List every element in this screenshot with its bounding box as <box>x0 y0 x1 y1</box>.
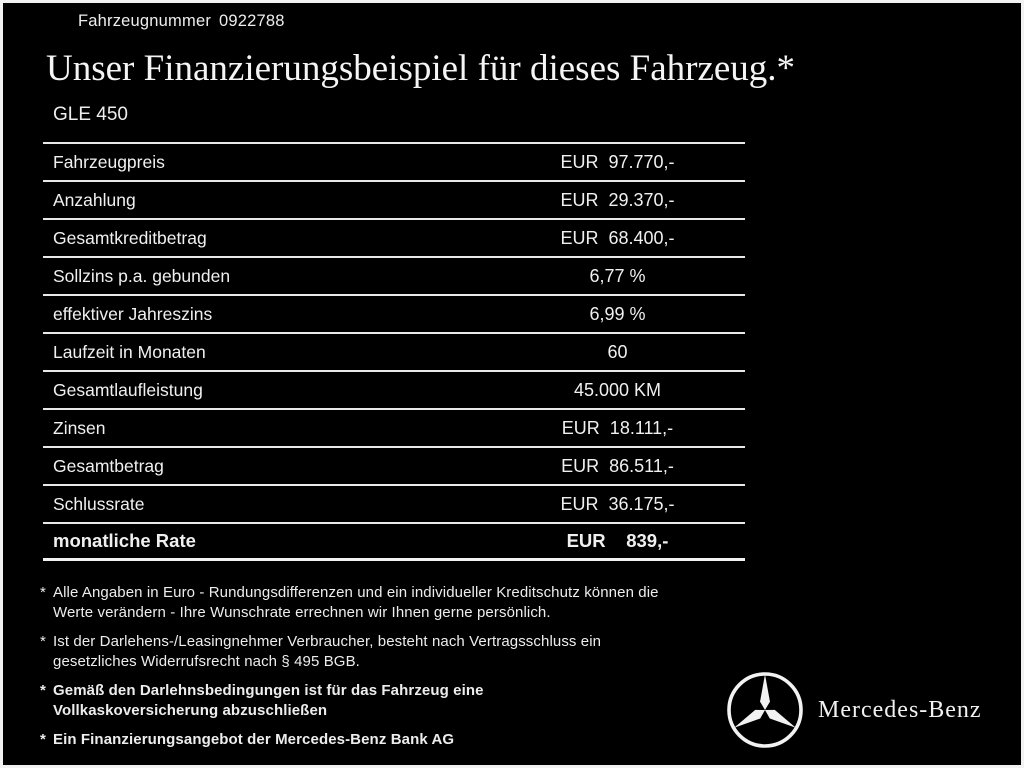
row-label: Gesamtkreditbetrag <box>53 227 207 248</box>
row-value: EUR 97.770,- <box>560 151 675 172</box>
footnote-marker: * <box>40 731 46 748</box>
row-label: Sollzins p.a. gebunden <box>53 265 231 286</box>
table-row: Laufzeit in Monaten 60 <box>43 332 745 370</box>
table-row: Gesamtbetrag EUR 86.511,- <box>43 446 745 484</box>
page-title: Unser Finanzierungsbeispiel für dieses F… <box>46 48 796 89</box>
row-value: EUR 68.400,- <box>560 227 675 248</box>
footnote-text: Gemäß den Darlehnsbedingungen ist für da… <box>53 682 484 719</box>
row-label: Gesamtbetrag <box>53 455 164 476</box>
footnote-text: Ist der Darlehens-/Leasingnehmer Verbrau… <box>53 633 602 670</box>
row-label: Fahrzeugpreis <box>53 151 165 172</box>
row-value: 6,99 % <box>589 303 646 324</box>
table-row: Gesamtkreditbetrag EUR 68.400,- <box>43 218 745 256</box>
footnote: * Gemäß den Darlehnsbedingungen ist für … <box>40 681 740 721</box>
row-value: EUR 18.111,- <box>561 417 674 438</box>
table-row: effektiver Jahreszins 6,99 % <box>43 294 745 332</box>
financing-table: Fahrzeugpreis EUR 97.770,- Anzahlung EUR… <box>43 142 745 561</box>
table-row: Schlussrate EUR 36.175,- <box>43 484 745 522</box>
footnote: * Ist der Darlehens-/Leasingnehmer Verbr… <box>40 632 740 672</box>
row-value: 60 <box>607 341 628 362</box>
row-label: monatliche Rate <box>53 530 196 551</box>
row-label: Zinsen <box>53 417 106 438</box>
row-label: Schlussrate <box>53 493 145 514</box>
footnote: * Alle Angaben in Euro - Rundungsdiffere… <box>40 583 740 623</box>
footnote-marker: * <box>40 584 46 601</box>
footnote: * Ein Finanzierungsangebot der Mercedes-… <box>40 730 740 750</box>
footnotes: * Alle Angaben in Euro - Rundungsdiffere… <box>40 583 740 759</box>
vehicle-number: Fahrzeugnummer 0922788 <box>78 12 285 31</box>
row-value: EUR 36.175,- <box>560 493 675 514</box>
table-row-monthly-rate: monatliche Rate EUR 839,- <box>43 522 745 561</box>
table-row: Fahrzeugpreis EUR 97.770,- <box>43 142 745 180</box>
row-value: EUR 29.370,- <box>560 189 675 210</box>
table-row: Anzahlung EUR 29.370,- <box>43 180 745 218</box>
row-label: effektiver Jahreszins <box>53 303 213 324</box>
table-row: Zinsen EUR 18.111,- <box>43 408 745 446</box>
row-value: EUR 839,- <box>566 530 669 551</box>
table-row: Gesamtlaufleistung 45.000 KM <box>43 370 745 408</box>
vehicle-number-value: 0922788 <box>219 12 285 30</box>
row-label: Anzahlung <box>53 189 136 210</box>
table-row: Sollzins p.a. gebunden 6,77 % <box>43 256 745 294</box>
mercedes-star-icon <box>725 670 805 750</box>
brand-block: Mercedes-Benz <box>725 670 982 750</box>
row-label: Laufzeit in Monaten <box>53 341 206 362</box>
footnote-text: Ein Finanzierungsangebot der Mercedes-Be… <box>53 731 455 748</box>
vehicle-number-label: Fahrzeugnummer <box>78 12 212 30</box>
brand-wordmark: Mercedes-Benz <box>818 696 982 723</box>
row-value: EUR 86.511,- <box>561 455 674 476</box>
footnote-text: Alle Angaben in Euro - Rundungsdifferenz… <box>53 584 659 621</box>
row-label: Gesamtlaufleistung <box>53 379 203 400</box>
vehicle-model: GLE 450 <box>53 104 128 125</box>
footnote-marker: * <box>40 633 46 650</box>
row-value: 6,77 % <box>589 265 646 286</box>
footnote-marker: * <box>40 682 46 699</box>
row-value: 45.000 KM <box>573 379 662 400</box>
